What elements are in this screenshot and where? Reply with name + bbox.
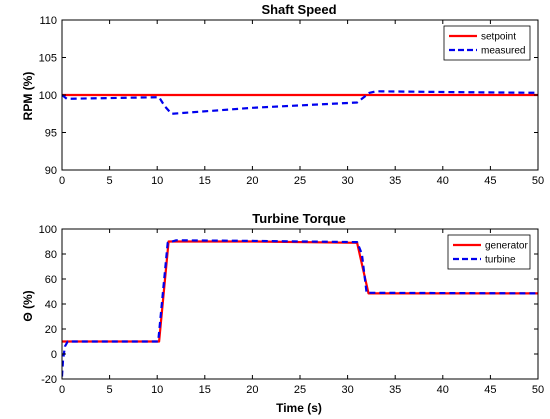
legend: generator turbine [447, 234, 531, 270]
shaft-speed-chart: Shaft Speed RPM (%) 0 5 10 15 20 25 30 35 40 45 50… [21, 2, 544, 187]
x-tick-label: 40 [437, 175, 449, 187]
series-group [62, 239, 538, 377]
x-tick-label: 25 [294, 384, 306, 396]
y-tick-label: 20 [45, 324, 57, 336]
y-axis-label: RPM (%) [21, 72, 35, 121]
x-tick-label: 40 [437, 384, 449, 396]
x-tick-label: 50 [532, 384, 544, 396]
series-line-generator [62, 240, 538, 343]
x-tick-label: 15 [199, 175, 211, 187]
legend-box [443, 25, 531, 61]
legend-label-generator: generator [485, 241, 528, 252]
y-tick-label: 95 [45, 128, 57, 140]
x-tick-label: 5 [107, 384, 113, 396]
series-line-measured [62, 90, 538, 115]
x-tick-label: 30 [341, 175, 353, 187]
y-tick-label: 105 [39, 53, 57, 65]
x-tick-label: 30 [341, 384, 353, 396]
x-tick-label: 5 [107, 175, 113, 187]
y-tick-label: 100 [39, 224, 57, 236]
chart-title: Turbine Torque [252, 211, 345, 226]
legend-label-measured: measured [481, 46, 525, 57]
x-tick-label: 15 [199, 384, 211, 396]
x-axis-label: Time (s) [276, 401, 322, 415]
x-tick-label: 35 [389, 175, 401, 187]
y-tick-label: 100 [39, 90, 57, 102]
x-tick-label: 20 [246, 384, 258, 396]
series-group [62, 90, 538, 115]
y-tick-label: 40 [45, 299, 57, 311]
y-tick-label: 90 [45, 165, 57, 177]
x-tick-label: 45 [484, 384, 496, 396]
x-tick-label: 35 [389, 384, 401, 396]
y-tick-label: 80 [45, 249, 57, 261]
legend-label-turbine: turbine [485, 255, 516, 266]
x-tick-label: 10 [151, 384, 163, 396]
x-tick-label: 50 [532, 175, 544, 187]
legend-label-setpoint: setpoint [481, 32, 516, 43]
series-line-turbine [62, 239, 538, 377]
y-tick-label: 0 [51, 349, 57, 361]
y-tick-label: 110 [39, 15, 57, 27]
y-axis-label: Θ (%) [21, 290, 35, 321]
y-tick-label: 60 [45, 274, 57, 286]
chart-title: Shaft Speed [261, 2, 336, 17]
x-tick-label: 45 [484, 175, 496, 187]
x-tick-label: 25 [294, 175, 306, 187]
legend: setpoint measured [443, 25, 531, 61]
turbine-torque-chart: Turbine Torque Θ (%) Time (s) 0 5 10 15 20 25… [21, 211, 544, 415]
x-tick-label: 0 [59, 175, 65, 187]
x-tick-label: 20 [246, 175, 258, 187]
legend-box [447, 234, 531, 270]
x-tick-label: 0 [59, 384, 65, 396]
x-tick-label: 10 [151, 175, 163, 187]
y-tick-label: -20 [41, 374, 57, 386]
